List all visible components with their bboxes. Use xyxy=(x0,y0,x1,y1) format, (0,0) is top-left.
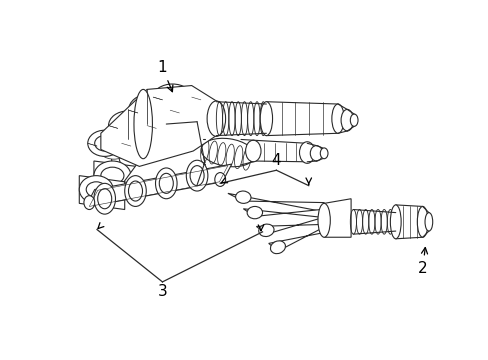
Ellipse shape xyxy=(95,136,115,151)
Polygon shape xyxy=(94,161,142,197)
Ellipse shape xyxy=(118,114,156,143)
Ellipse shape xyxy=(162,89,183,105)
Ellipse shape xyxy=(135,130,162,149)
Ellipse shape xyxy=(101,167,123,184)
Polygon shape xyxy=(123,120,204,186)
Polygon shape xyxy=(79,176,124,210)
Ellipse shape xyxy=(389,205,400,239)
Ellipse shape xyxy=(124,176,146,206)
Polygon shape xyxy=(266,102,337,136)
Ellipse shape xyxy=(87,130,122,156)
Ellipse shape xyxy=(299,142,314,163)
Polygon shape xyxy=(227,193,324,212)
Ellipse shape xyxy=(235,191,250,203)
Ellipse shape xyxy=(84,195,95,210)
Ellipse shape xyxy=(128,181,142,201)
Ellipse shape xyxy=(97,133,131,159)
Ellipse shape xyxy=(159,173,173,193)
Polygon shape xyxy=(256,215,331,234)
Ellipse shape xyxy=(207,101,225,136)
Polygon shape xyxy=(85,164,231,207)
Text: 3: 3 xyxy=(157,284,167,299)
Ellipse shape xyxy=(108,111,147,140)
Ellipse shape xyxy=(86,182,106,197)
Ellipse shape xyxy=(416,206,427,237)
Ellipse shape xyxy=(116,117,139,134)
Polygon shape xyxy=(158,120,189,131)
Polygon shape xyxy=(243,209,327,218)
Ellipse shape xyxy=(331,104,344,133)
Ellipse shape xyxy=(111,143,151,174)
Polygon shape xyxy=(101,86,216,166)
Ellipse shape xyxy=(79,176,113,203)
Polygon shape xyxy=(395,205,422,239)
Text: 1: 1 xyxy=(157,60,172,92)
Ellipse shape xyxy=(341,109,353,131)
Ellipse shape xyxy=(134,89,152,159)
Ellipse shape xyxy=(119,149,143,168)
Ellipse shape xyxy=(138,97,179,129)
Ellipse shape xyxy=(260,102,272,136)
Ellipse shape xyxy=(246,206,262,219)
Ellipse shape xyxy=(214,172,225,186)
Ellipse shape xyxy=(258,224,273,237)
Ellipse shape xyxy=(320,148,327,159)
Ellipse shape xyxy=(190,166,203,186)
Polygon shape xyxy=(268,221,335,251)
Ellipse shape xyxy=(162,87,201,113)
Text: 4: 4 xyxy=(271,153,281,168)
Ellipse shape xyxy=(98,189,111,209)
Polygon shape xyxy=(324,199,350,237)
Ellipse shape xyxy=(153,84,191,110)
Ellipse shape xyxy=(155,168,177,199)
Ellipse shape xyxy=(201,138,254,167)
Ellipse shape xyxy=(310,145,322,161)
Ellipse shape xyxy=(94,161,131,190)
Ellipse shape xyxy=(137,101,162,120)
Polygon shape xyxy=(127,122,182,163)
Ellipse shape xyxy=(349,114,357,126)
Polygon shape xyxy=(111,143,163,180)
Polygon shape xyxy=(253,140,306,162)
Text: 2: 2 xyxy=(417,248,427,275)
Ellipse shape xyxy=(186,160,207,191)
Ellipse shape xyxy=(270,241,285,254)
Ellipse shape xyxy=(424,213,432,231)
Ellipse shape xyxy=(128,94,170,126)
Ellipse shape xyxy=(245,140,261,162)
Ellipse shape xyxy=(317,203,329,237)
Ellipse shape xyxy=(94,183,115,214)
Ellipse shape xyxy=(127,122,170,156)
